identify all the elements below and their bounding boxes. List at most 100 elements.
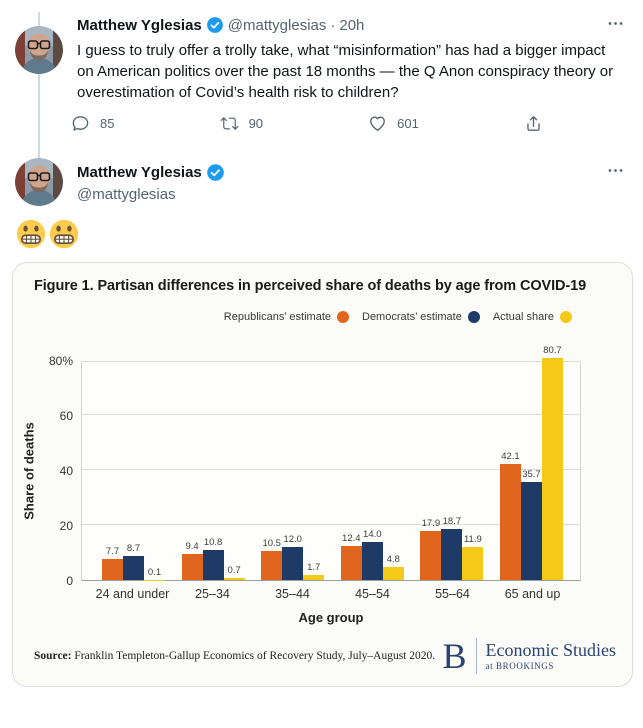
- y-axis-ticks: 80% 60 40 20 0: [45, 354, 81, 588]
- bar-group: 10.5 12.0 1.7: [261, 534, 325, 580]
- legend-swatch: [467, 311, 480, 323]
- y-tick-label: 60: [59, 409, 73, 423]
- x-tick-label: 25–34: [195, 587, 230, 601]
- x-tick: 35–44: [261, 587, 324, 601]
- y-tick-label: 0: [66, 574, 73, 588]
- bar: 7.7: [102, 546, 123, 580]
- tweet-1[interactable]: Matthew Yglesias @mattyglesias · 20h I g…: [0, 0, 643, 142]
- bar: 10.5: [261, 538, 283, 580]
- x-tick: 45–54: [341, 587, 404, 601]
- reply-button[interactable]: 85: [71, 114, 114, 133]
- tweet-action-bar: 85 90 601: [71, 114, 543, 133]
- bar-value-label: 9.4: [185, 541, 199, 553]
- avatar-photo-icon: [15, 158, 63, 206]
- gridline: [82, 524, 580, 525]
- bar-value-label: 8.7: [126, 543, 141, 555]
- more-options-button[interactable]: [604, 159, 627, 185]
- bar: 8.7: [123, 543, 144, 580]
- figure-title: Figure 1. Partisan differences in percei…: [34, 278, 587, 294]
- bar-value-label: 1.7: [307, 562, 321, 574]
- user-handle[interactable]: @mattyglesias: [77, 186, 176, 203]
- x-axis-labels: 24 and under 25–34 35–44 45–54 55–64 65 and u…: [81, 587, 581, 601]
- logo-line1: Economic Studies: [485, 640, 616, 660]
- x-tick-label: 35–44: [275, 587, 310, 601]
- timestamp[interactable]: 20h: [339, 16, 365, 34]
- legend-label: Republicans’ estimate: [223, 311, 331, 323]
- share-icon: [527, 116, 540, 131]
- bar-value-label: 4.8: [386, 553, 400, 565]
- profile-avatar[interactable]: [15, 26, 63, 74]
- x-tick-label: 55–64: [435, 587, 470, 601]
- bar-value-label: 10.5: [262, 538, 281, 550]
- figure-card[interactable]: Figure 1. Partisan differences in percei…: [12, 262, 633, 687]
- bar: 80.7: [541, 345, 563, 580]
- bar: 4.8: [382, 554, 404, 580]
- tweet-text: I guess to truly offer a trolly take, wh…: [77, 42, 614, 101]
- x-tick-label: 45–54: [355, 587, 390, 601]
- bar-value-label: 7.7: [105, 545, 120, 557]
- logo-line2: at BROOKINGS: [485, 661, 554, 671]
- heart-icon: [370, 116, 386, 131]
- grimacing-emoji-icon: [49, 219, 79, 249]
- bar-value-label: 12.4: [342, 532, 361, 544]
- dot-separator: ·: [330, 16, 336, 34]
- y-axis-title: Share of deaths: [21, 422, 37, 520]
- profile-avatar[interactable]: [15, 158, 63, 206]
- bar: 18.7: [441, 516, 463, 580]
- plot-area: 7.7 8.7 0.1 9.4 10.8 0.7 10.5 12.0 1.7 12.4 14.0 4.…: [81, 345, 581, 581]
- retweet-button[interactable]: 90: [219, 114, 264, 133]
- tweet-emoji-text: [16, 219, 643, 249]
- bar-value-label: 12.0: [283, 534, 302, 545]
- x-tick: 24 and under: [96, 587, 170, 601]
- x-tick: 25–34: [181, 587, 244, 601]
- bar-value-label: 0.1: [147, 566, 162, 578]
- bar-value-label: 35.7: [522, 468, 541, 480]
- bar: 10.8: [202, 537, 224, 580]
- ellipsis-icon: [608, 22, 623, 25]
- tweet-thread: Matthew Yglesias @mattyglesias · 20h I g…: [0, 0, 643, 687]
- bar-group: 42.1 35.7 80.7: [499, 345, 563, 580]
- retweet-icon: [219, 117, 239, 130]
- legend-item: Republicans’ estimate: [224, 311, 349, 323]
- gridline: [82, 414, 580, 415]
- brookings-b-icon: B: [442, 636, 467, 676]
- grimacing-emoji-icon: [16, 219, 46, 249]
- avatar-photo-icon: [15, 26, 63, 74]
- bar: 14.0: [361, 529, 383, 580]
- thread-line-top: [38, 12, 40, 26]
- retweet-count: 90: [248, 116, 264, 131]
- display-name[interactable]: Matthew Yglesias: [77, 163, 202, 181]
- tweet-2[interactable]: Matthew Yglesias @mattyglesias: [0, 142, 643, 206]
- legend-item: Democrats’ estimate: [362, 311, 480, 323]
- x-tick: 55–64: [421, 587, 484, 601]
- user-handle[interactable]: @mattyglesias: [227, 16, 327, 34]
- bar: 9.4: [181, 541, 203, 580]
- tweet-2-gutter: [15, 142, 63, 206]
- bar-chart: Share of deaths 80% 60 40 20 0 7.7 8.7 0.1 9.4 1…: [13, 345, 632, 588]
- x-tick-label: 65 and up: [504, 587, 561, 601]
- bar-groups: 7.7 8.7 0.1 9.4 10.8 0.7 10.5 12.0 1.7 12.4 14.0 4.…: [82, 345, 580, 580]
- display-name[interactable]: Matthew Yglesias: [77, 16, 202, 34]
- y-tick-label: 20: [59, 519, 73, 533]
- bar: 42.1: [499, 451, 521, 580]
- ellipsis-icon: [608, 169, 623, 172]
- logo-divider: [475, 638, 477, 674]
- legend-swatch: [337, 311, 349, 323]
- reply-count: 85: [100, 116, 115, 131]
- more-options-button[interactable]: [604, 12, 627, 38]
- bar: 12.4: [340, 533, 362, 580]
- y-axis-title-column: Share of deaths: [13, 361, 45, 581]
- bar-value-label: 10.8: [203, 537, 223, 549]
- gridline: [82, 469, 580, 470]
- reply-icon: [72, 116, 89, 131]
- figure-footer: Source: Franklin Templeton-Gallup Econom…: [34, 638, 616, 686]
- verified-badge-icon: [206, 162, 225, 182]
- bar-group: 12.4 14.0 4.8: [340, 529, 404, 580]
- like-button[interactable]: 601: [368, 114, 419, 133]
- verified-badge-icon: [206, 16, 224, 34]
- thread-line-bottom: [38, 142, 40, 158]
- source-label: Source:: [34, 650, 72, 662]
- share-button[interactable]: [524, 114, 543, 133]
- bar: 17.9: [420, 518, 442, 580]
- x-tick-label: 24 and under: [95, 587, 170, 601]
